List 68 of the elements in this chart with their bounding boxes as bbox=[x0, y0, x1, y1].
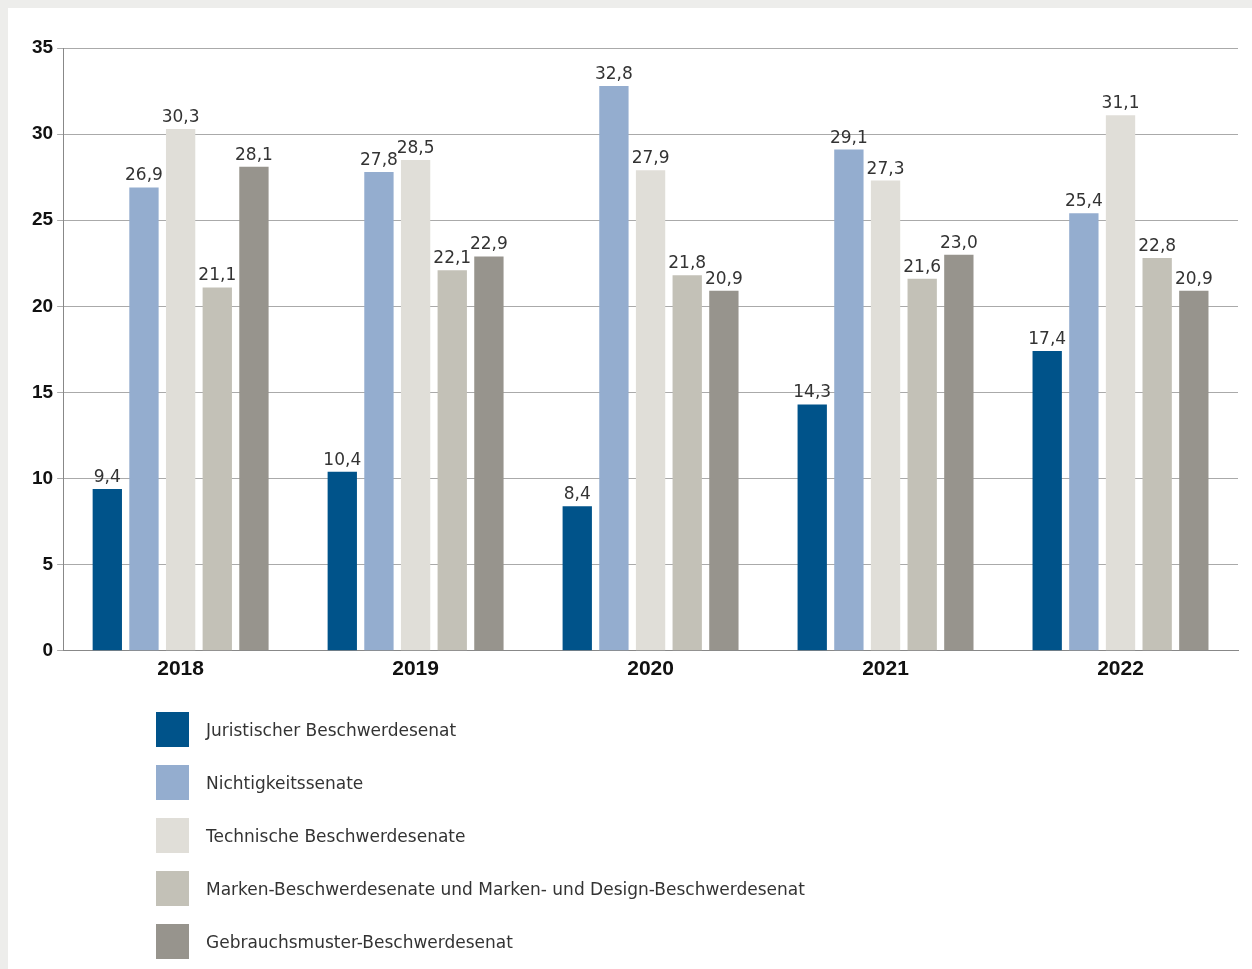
legend-label: Juristischer Beschwerdesenat bbox=[206, 719, 457, 740]
bar bbox=[327, 471, 357, 651]
bar bbox=[92, 488, 122, 651]
y-tick-label: 5 bbox=[42, 552, 54, 574]
data-label: 28,1 bbox=[235, 143, 273, 164]
bar bbox=[364, 172, 394, 651]
data-label: 29,1 bbox=[829, 126, 868, 147]
bar bbox=[474, 256, 504, 651]
data-label: 26,9 bbox=[125, 164, 163, 185]
y-tick-label: 15 bbox=[31, 380, 54, 402]
data-label: 27,3 bbox=[866, 157, 905, 178]
data-label: 21,1 bbox=[198, 264, 237, 285]
data-label: 25,4 bbox=[1064, 190, 1103, 211]
data-label: 20,9 bbox=[1174, 267, 1213, 288]
x-tick-label: 2022 bbox=[1097, 656, 1144, 680]
bar bbox=[944, 254, 974, 651]
data-label: 31,1 bbox=[1101, 92, 1140, 113]
data-label: 20,9 bbox=[704, 267, 743, 288]
bar bbox=[1142, 258, 1172, 651]
data-label: 27,8 bbox=[360, 148, 398, 169]
bar bbox=[129, 187, 159, 651]
bar bbox=[599, 85, 629, 651]
bar bbox=[1032, 351, 1062, 651]
data-label: 14,3 bbox=[793, 381, 832, 402]
data-label: 30,3 bbox=[161, 105, 200, 126]
data-label: 22,1 bbox=[433, 247, 472, 268]
y-tick-label: 0 bbox=[42, 639, 54, 661]
bar bbox=[1179, 290, 1209, 651]
y-tick-label: 30 bbox=[31, 122, 54, 144]
data-label: 23,0 bbox=[939, 231, 978, 252]
bar bbox=[797, 404, 827, 651]
bar bbox=[635, 170, 666, 651]
y-tick-label: 35 bbox=[31, 36, 54, 58]
data-label: 28,5 bbox=[396, 136, 435, 157]
legend-label: Technische Beschwerdesenate bbox=[206, 825, 466, 846]
data-label: 22,9 bbox=[469, 233, 508, 254]
data-label: 21,8 bbox=[668, 252, 707, 273]
y-tick-label: 20 bbox=[31, 294, 54, 316]
bar bbox=[709, 290, 739, 651]
x-tick-label: 2018 bbox=[157, 656, 205, 680]
data-label: 17,4 bbox=[1028, 328, 1067, 349]
x-tick-label: 2021 bbox=[862, 656, 910, 680]
legend-label: Marken-Beschwerdesenate und Marken- und Design-Beschwerdesenat bbox=[206, 878, 805, 899]
x-tick-label: 2020 bbox=[627, 656, 674, 680]
data-label: 8,4 bbox=[563, 483, 591, 504]
data-label: 21,6 bbox=[903, 255, 942, 276]
legend-label: Gebrauchsmuster-Beschwerdesenat bbox=[206, 931, 513, 952]
data-label: 10,4 bbox=[323, 448, 362, 469]
data-label: 27,9 bbox=[631, 147, 670, 168]
bar bbox=[834, 149, 864, 651]
bar bbox=[202, 287, 232, 651]
bar bbox=[1069, 213, 1099, 651]
data-label: 32,8 bbox=[594, 62, 633, 83]
x-tick-label: 2019 bbox=[392, 656, 439, 680]
bar bbox=[239, 166, 269, 651]
y-tick-label: 25 bbox=[31, 208, 54, 230]
legend-label: Nichtigkeitssenate bbox=[206, 772, 364, 793]
bar bbox=[165, 128, 196, 651]
bar bbox=[400, 159, 431, 651]
data-label: 22,8 bbox=[1138, 235, 1177, 256]
bar bbox=[870, 180, 901, 651]
bar bbox=[437, 270, 467, 651]
data-label: 9,4 bbox=[93, 465, 121, 486]
y-tick-label: 10 bbox=[31, 466, 54, 488]
bar bbox=[672, 275, 702, 651]
bar bbox=[1105, 115, 1136, 651]
bar bbox=[562, 506, 592, 651]
bar bbox=[907, 278, 937, 651]
